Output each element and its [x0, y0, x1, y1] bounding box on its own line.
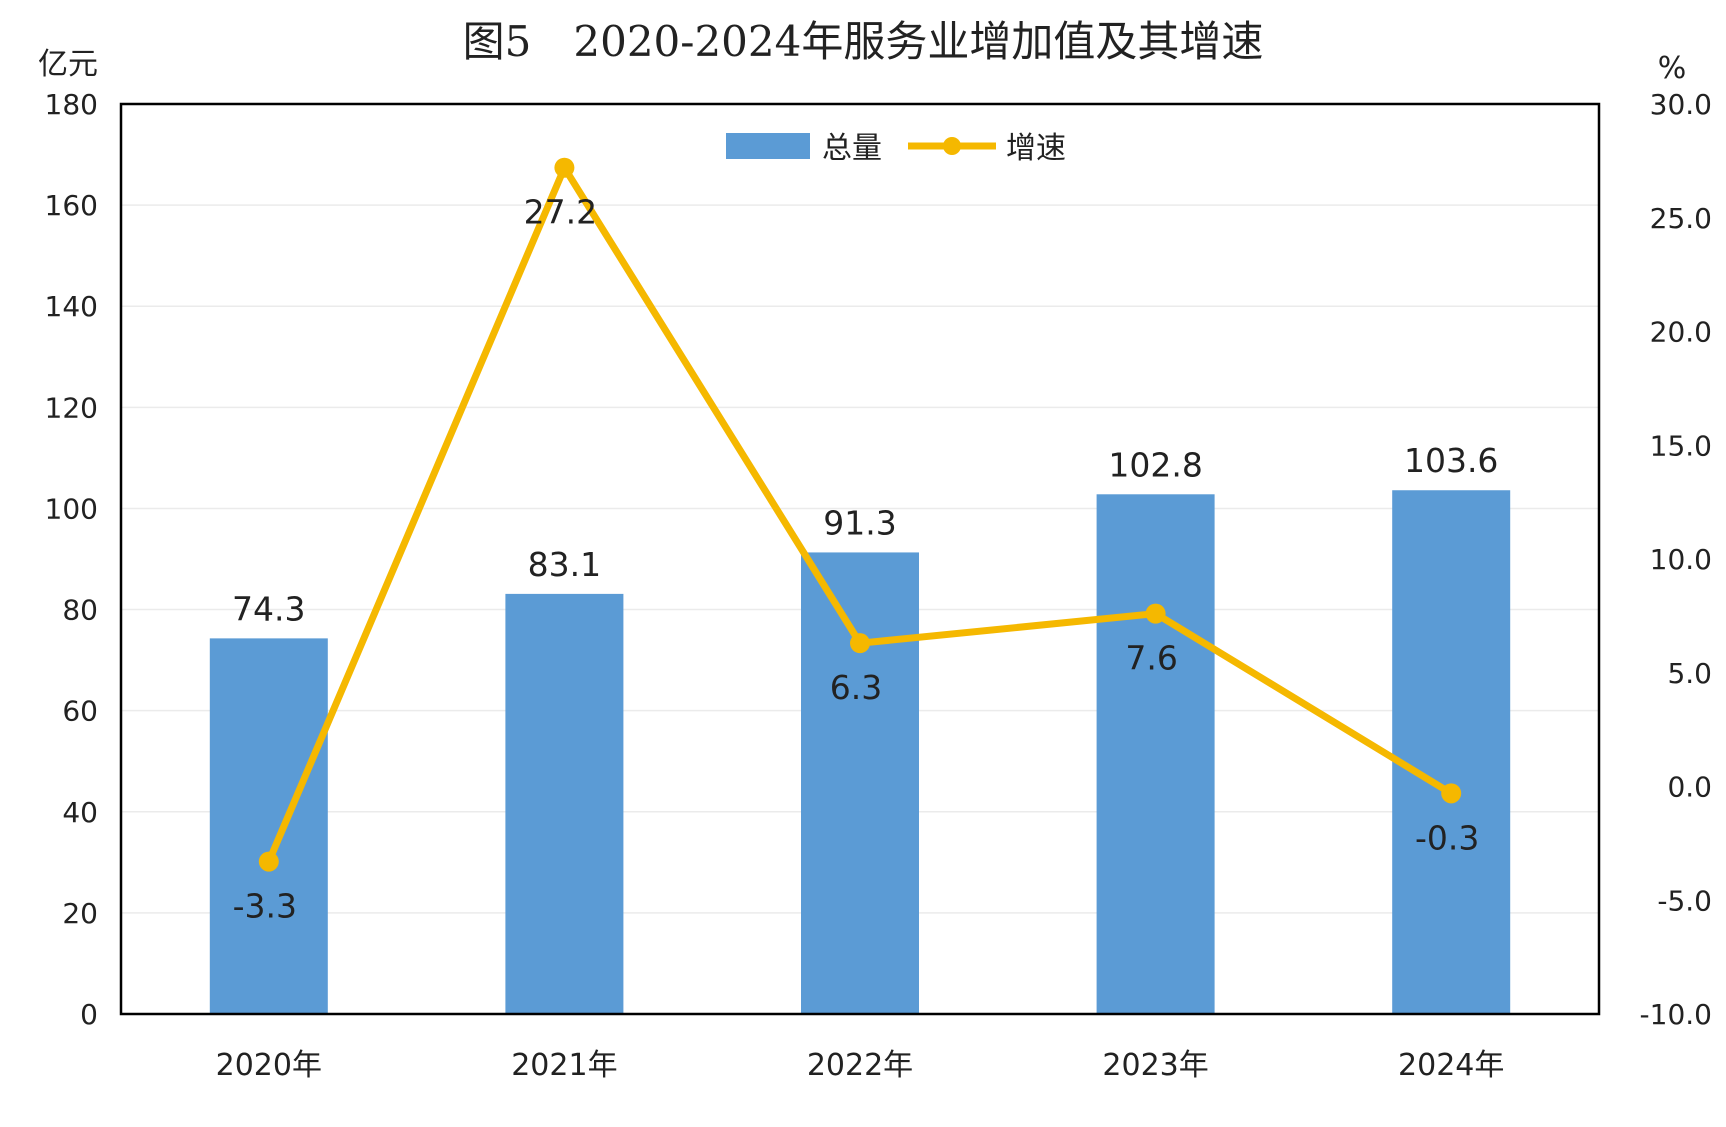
right-tick-label: -10.0: [1640, 998, 1712, 1031]
line-data-label: -3.3: [233, 887, 297, 926]
left-tick-label: 0: [80, 998, 98, 1031]
x-tick-label: 2021年: [511, 1048, 617, 1083]
left-tick-label: 160: [45, 189, 98, 222]
left-axis-unit: 亿元: [38, 47, 98, 82]
bar-data-label: 103.6: [1404, 441, 1498, 480]
bar-data-label: 83.1: [528, 545, 601, 584]
chart-title: 图5 2020-2024年服务业增加值及其增速: [463, 17, 1264, 66]
legend-bar-label: 总量: [822, 131, 882, 166]
right-tick-label: 25.0: [1650, 202, 1712, 235]
x-tick-label: 2024年: [1398, 1048, 1504, 1083]
right-tick-label: 10.0: [1650, 543, 1712, 576]
line-data-label: -0.3: [1415, 818, 1479, 857]
bar: [1392, 490, 1511, 1014]
bar-data-label: 102.8: [1108, 445, 1202, 484]
x-axis-ticks: 2020年 2021年 2022年 2023年 2024年: [216, 1048, 1505, 1083]
left-tick-label: 180: [45, 88, 98, 121]
bar-data-label: 91.3: [823, 503, 896, 542]
line-point: [258, 851, 279, 872]
right-axis-ticks: -10.0 -5.0 0.0 5.0 10.0 15.0 20.0 25.0 30.0: [1640, 88, 1712, 1031]
bar-series: [209, 490, 1511, 1014]
line-point: [1145, 603, 1166, 624]
left-tick-label: 140: [45, 290, 98, 323]
line-point: [554, 157, 575, 178]
left-tick-label: 40: [62, 796, 98, 829]
line-point: [850, 633, 870, 654]
x-tick-label: 2022年: [807, 1048, 913, 1083]
legend-bar-swatch: [726, 133, 810, 159]
line-data-label: 7.6: [1125, 639, 1177, 678]
legend-line-label: 增速: [1006, 131, 1066, 166]
right-tick-label: 15.0: [1650, 429, 1712, 462]
bar: [209, 638, 328, 1014]
right-tick-label: 5.0: [1667, 657, 1712, 690]
bar-data-labels: 74.3 83.1 91.3 102.8 103.6: [232, 441, 1498, 628]
left-tick-label: 80: [62, 594, 98, 627]
line-series: [258, 157, 1462, 872]
right-tick-label: 30.0: [1650, 88, 1712, 121]
line-data-label: 27.2: [524, 193, 597, 232]
plot-area-frame: [119, 102, 1601, 1016]
left-tick-label: 20: [62, 897, 98, 930]
left-tick-label: 100: [45, 492, 98, 525]
left-axis-ticks: 0 20 40 60 80 100 120 140 160 180: [45, 88, 98, 1031]
x-tick-label: 2023年: [1102, 1048, 1208, 1083]
line-data-labels: -3.3 27.2 6.3 7.6 -0.3: [233, 193, 1480, 926]
bar: [1096, 494, 1215, 1014]
bar: [801, 552, 919, 1014]
legend-line-marker: [943, 137, 961, 155]
left-tick-label: 60: [62, 695, 98, 728]
bar-data-label: 74.3: [232, 589, 305, 628]
bar: [505, 593, 624, 1014]
left-tick-label: 120: [45, 391, 98, 424]
x-tick-label: 2020年: [216, 1048, 322, 1083]
right-axis-unit: %: [1658, 51, 1687, 86]
right-tick-label: 0.0: [1667, 771, 1712, 804]
legend: 总量 增速: [726, 131, 1066, 166]
line-point: [1441, 783, 1462, 804]
right-tick-label: -5.0: [1657, 884, 1712, 917]
right-tick-label: 20.0: [1650, 316, 1712, 349]
line-data-label: 6.3: [830, 668, 882, 707]
